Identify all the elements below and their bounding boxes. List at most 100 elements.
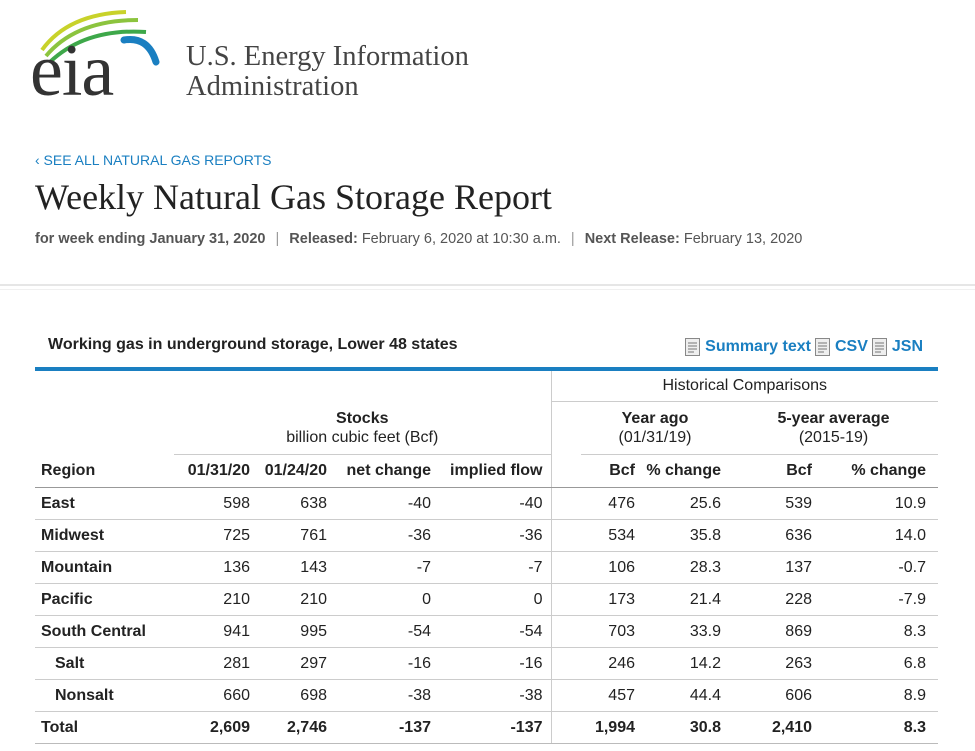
column-header: implied flow [435, 454, 551, 488]
column-header: % change [635, 454, 729, 488]
value-cell: -0.7 [812, 551, 938, 584]
value-cell: 457 [581, 679, 635, 712]
value-cell: 14.2 [635, 647, 729, 680]
five-year-average-label: 5-year average [777, 410, 890, 427]
header-row-groups: Stocks billion cubic feet (Bcf) Year ago… [35, 401, 938, 455]
value-cell: 106 [581, 551, 635, 584]
stocks-unit: billion cubic feet (Bcf) [286, 428, 439, 446]
section-divider [0, 284, 975, 286]
region-cell: Nonsalt [35, 679, 174, 712]
five-year-average-group-header: 5-year average (2015-19) [729, 401, 938, 455]
value-cell: 281 [174, 647, 250, 680]
table-body: East 598 638 -40 -40 476 25.6 539 10.9 Midwest 725… [35, 487, 938, 744]
document-icon [814, 338, 830, 356]
value-cell: 21.4 [635, 583, 729, 616]
column-header: % change [812, 454, 938, 488]
org-name-line1: U.S. Energy Information [186, 41, 469, 72]
page-title: Weekly Natural Gas Storage Report [35, 177, 552, 217]
org-name-line2: Administration [186, 71, 359, 102]
table-row: East 598 638 -40 -40 476 25.6 539 10.9 [35, 487, 938, 520]
summary-text-link[interactable]: Summary text [685, 338, 811, 356]
region-cell: East [35, 487, 174, 520]
value-cell: 638 [250, 487, 331, 520]
value-cell: 136 [174, 551, 250, 584]
value-cell: 228 [729, 583, 812, 616]
week-ending: for week ending January 31, 2020 [35, 231, 266, 247]
next-release-label: Next Release: [584, 231, 680, 247]
table-row: Midwest 725 761 -36 -36 534 35.8 636 14.0 [35, 519, 938, 552]
value-cell: -38 [435, 679, 551, 712]
column-header-row: Region 01/31/20 01/24/20 net change impl… [35, 454, 938, 488]
column-header: Bcf [581, 454, 635, 488]
value-cell: 995 [250, 615, 331, 648]
released-value: February 6, 2020 at 10:30 a.m. [361, 231, 561, 247]
value-cell: 598 [174, 487, 250, 520]
value-cell: -137 [435, 711, 551, 744]
value-cell: 44.4 [635, 679, 729, 712]
value-cell: 8.3 [812, 615, 938, 648]
storage-table: Historical Comparisons Stocks billion cu… [35, 371, 938, 744]
table-caption: Working gas in underground storage, Lowe… [48, 336, 458, 353]
region-cell: Salt [35, 647, 174, 680]
five-year-average-range: (2015-19) [798, 429, 869, 446]
value-cell: -36 [331, 519, 435, 552]
value-cell: -7 [331, 551, 435, 584]
value-cell: 14.0 [812, 519, 938, 552]
csv-link[interactable]: CSV [814, 338, 868, 356]
meta-separator: | [570, 231, 575, 247]
json-link[interactable]: JSN [871, 338, 923, 356]
value-cell: 173 [581, 583, 635, 616]
column-header: Region [35, 454, 174, 488]
column-header: 01/31/20 [174, 454, 250, 488]
value-cell: 10.9 [812, 487, 938, 520]
value-cell: 606 [729, 679, 812, 712]
value-cell: 2,746 [250, 711, 331, 744]
table-row: Mountain 136 143 -7 -7 106 28.3 137 -0.7 [35, 551, 938, 584]
stocks-group-header: Stocks billion cubic feet (Bcf) [174, 401, 551, 455]
value-cell: 8.9 [812, 679, 938, 712]
value-cell: 35.8 [635, 519, 729, 552]
table-top-rule [35, 367, 938, 371]
summary-text-label: Summary text [705, 338, 811, 355]
stocks-label: Stocks [336, 409, 389, 427]
value-cell: 25.6 [635, 487, 729, 520]
value-cell: 761 [250, 519, 331, 552]
header-row-historical: Historical Comparisons [35, 371, 938, 402]
value-cell: 210 [250, 583, 331, 616]
value-cell: 660 [174, 679, 250, 712]
next-release-value: February 13, 2020 [683, 231, 803, 247]
value-cell: 698 [250, 679, 331, 712]
region-cell: Pacific [35, 583, 174, 616]
value-cell: 210 [174, 583, 250, 616]
value-cell: -40 [331, 487, 435, 520]
value-cell: -54 [435, 615, 551, 648]
value-cell: 28.3 [635, 551, 729, 584]
value-cell: 33.9 [635, 615, 729, 648]
value-cell: 869 [729, 615, 812, 648]
value-cell: 941 [174, 615, 250, 648]
table-row: Nonsalt 660 698 -38 -38 457 44.4 606 8.9 [35, 679, 938, 712]
value-cell: 137 [729, 551, 812, 584]
org-name: U.S. Energy Information Administration [186, 42, 469, 102]
released-label: Released: [289, 231, 358, 247]
value-cell: 0 [435, 583, 551, 616]
meta-separator: | [275, 231, 280, 247]
value-cell: 6.8 [812, 647, 938, 680]
csv-label: CSV [834, 338, 868, 355]
see-all-reports-link[interactable]: ‹ SEE ALL NATURAL GAS REPORTS [35, 152, 272, 168]
json-label: JSN [891, 338, 923, 355]
value-cell: -38 [331, 679, 435, 712]
logo-wordmark: eia [30, 30, 114, 112]
value-cell: -36 [435, 519, 551, 552]
table-row: Salt 281 297 -16 -16 246 14.2 263 6.8 [35, 647, 938, 680]
region-cell: Total [35, 711, 174, 744]
eia-logo[interactable]: eia U.S. Energy Information Administrati… [28, 6, 498, 112]
value-cell: 2,410 [729, 711, 812, 744]
value-cell: 476 [581, 487, 635, 520]
region-cell: Midwest [35, 519, 174, 552]
value-cell: 703 [581, 615, 635, 648]
value-cell: 8.3 [812, 711, 938, 744]
total-row: Total 2,609 2,746 -137 -137 1,994 30.8 2,410 8.3 [35, 711, 938, 744]
value-cell: 725 [174, 519, 250, 552]
